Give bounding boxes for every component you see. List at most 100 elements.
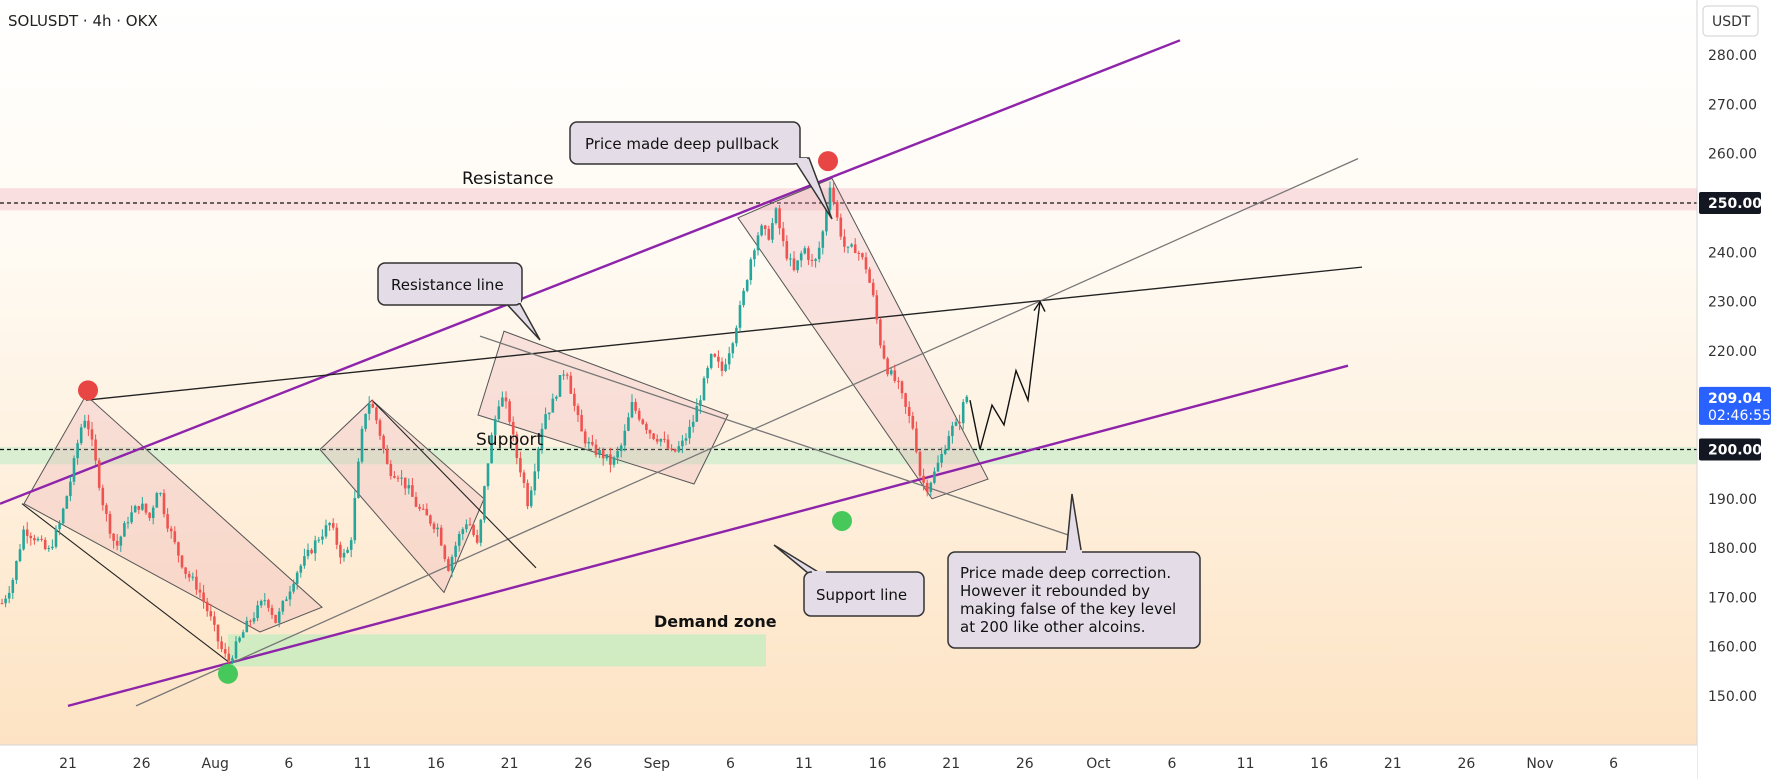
candle-body-33 xyxy=(119,536,123,546)
candle-body-134 xyxy=(483,486,486,520)
candle-body-263 xyxy=(947,436,951,450)
candle-body-97 xyxy=(349,540,353,550)
candle-body-118 xyxy=(425,508,429,516)
candle-body-41 xyxy=(148,512,151,519)
callout-resistance-line[interactable]: Resistance line xyxy=(377,262,541,341)
candle-body-87 xyxy=(313,540,317,554)
candle-body-43 xyxy=(155,493,159,508)
candle-body-81 xyxy=(292,583,295,592)
candle-body-86 xyxy=(310,549,313,554)
candle-body-219 xyxy=(789,258,792,260)
candle-body-256 xyxy=(922,475,925,483)
callout-correction-line-2: However it rebounded by xyxy=(960,582,1150,600)
bottom-marker-3 xyxy=(832,510,852,531)
candle-body-233 xyxy=(839,217,843,237)
candle-body-177 xyxy=(637,410,641,420)
callout-support-line[interactable]: Support line xyxy=(773,544,925,617)
candle-body-171 xyxy=(616,451,619,458)
candle-body-21 xyxy=(76,443,79,459)
candle-body-70 xyxy=(252,618,256,622)
candle-body-13 xyxy=(47,548,51,550)
candle-body-96 xyxy=(346,549,349,553)
gray-falling xyxy=(479,335,1079,539)
candle-body-49 xyxy=(177,542,180,556)
candle-body-64 xyxy=(231,658,234,661)
candle-body-124 xyxy=(447,559,450,571)
price-badge-sublabel: 02:46:55 xyxy=(1708,408,1771,424)
candle-body-242 xyxy=(871,282,875,296)
candle-body-132 xyxy=(475,535,479,543)
candle-body-35 xyxy=(126,522,130,524)
bottom-marker-2 xyxy=(218,663,238,684)
resistance-line xyxy=(85,266,1363,401)
candle-body-252 xyxy=(907,406,911,416)
candle-body-156 xyxy=(562,374,565,376)
candle-body-191 xyxy=(688,426,691,439)
candle-body-174 xyxy=(627,417,630,431)
candle-body-229 xyxy=(825,209,828,232)
callout-correction-line-4: at 200 like other alcoins. xyxy=(960,618,1146,636)
demand-zone-label: Demand zone xyxy=(654,612,777,631)
candle-body-149 xyxy=(537,448,540,472)
candle-body-166 xyxy=(598,450,601,455)
candle-body-264 xyxy=(951,425,954,437)
candle-body-215 xyxy=(774,208,778,224)
candle-body-155 xyxy=(558,375,562,397)
candle-body-267 xyxy=(961,402,965,424)
candle-body-17 xyxy=(61,508,65,524)
x-tick-label: 11 xyxy=(795,756,813,772)
candle-body-88 xyxy=(317,539,321,541)
candle-body-266 xyxy=(958,421,961,424)
candle-body-175 xyxy=(630,402,634,418)
candle-body-152 xyxy=(547,412,551,415)
projection-arrowhead xyxy=(1033,300,1046,312)
candle-body-11 xyxy=(40,538,43,540)
candle-body-217 xyxy=(781,228,785,242)
candle-body-244 xyxy=(879,319,882,346)
callout-pullback[interactable]: Price made deep pullback xyxy=(569,121,833,220)
candle-body-221 xyxy=(796,260,799,271)
candle-body-31 xyxy=(112,533,115,541)
candle-body-74 xyxy=(267,600,270,608)
candle-body-247 xyxy=(889,370,893,375)
candle-body-10 xyxy=(36,538,40,541)
candle-body-126 xyxy=(454,545,457,557)
candle-body-260 xyxy=(936,462,940,472)
callout-resistance-line-joint xyxy=(505,298,521,303)
candle-body-168 xyxy=(605,454,609,459)
time-axis-panel[interactable] xyxy=(0,745,1697,779)
candle-body-165 xyxy=(594,444,598,455)
candle-body-12 xyxy=(43,539,47,550)
candle-body-106 xyxy=(382,435,385,449)
resistance-zone-label: Resistance xyxy=(462,169,554,189)
callout-correction[interactable]: Price made deep correction. However it r… xyxy=(947,493,1201,649)
candle-body-182 xyxy=(655,439,659,442)
candle-body-258 xyxy=(929,482,933,493)
currency-box[interactable] xyxy=(1702,5,1759,37)
candle-body-184 xyxy=(663,438,666,440)
candle-body-67 xyxy=(241,632,245,638)
price-badge-bg-1 xyxy=(1699,386,1771,425)
candle-body-30 xyxy=(108,513,112,534)
candle-body-55 xyxy=(198,589,202,593)
candle-body-251 xyxy=(904,393,907,407)
candle-body-119 xyxy=(429,515,432,524)
price-badge-label: 250.00 xyxy=(1708,196,1762,212)
y-tick-label: 260.00 xyxy=(1708,147,1757,163)
candle-body-50 xyxy=(180,555,184,568)
x-tick-label: Oct xyxy=(1086,756,1111,772)
x-tick-label: Nov xyxy=(1526,756,1553,772)
candle-body-181 xyxy=(652,433,655,440)
candle-body-108 xyxy=(389,463,393,477)
candle-body-261 xyxy=(940,454,943,463)
candle-body-254 xyxy=(915,428,918,452)
callout-pullback-text: Price made deep pullback xyxy=(585,135,779,153)
candle-body-7 xyxy=(25,529,29,536)
candle-body-58 xyxy=(209,611,213,617)
candle-body-208 xyxy=(749,259,753,281)
candle-body-15 xyxy=(54,529,58,547)
x-tick-label: 26 xyxy=(1457,756,1475,772)
candle-body-142 xyxy=(511,421,515,435)
candle-body-192 xyxy=(691,421,695,427)
